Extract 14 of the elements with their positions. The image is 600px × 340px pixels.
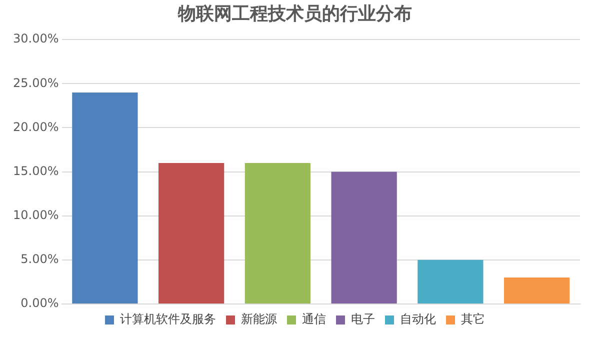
y-tick-label: 15.00% (12, 164, 59, 178)
legend-label: 电子 (351, 312, 375, 326)
y-tick-label: 30.00% (12, 32, 59, 46)
legend-label: 计算机软件及服务 (120, 312, 216, 326)
legend-label: 其它 (461, 312, 485, 326)
y-tick-label: 20.00% (12, 120, 59, 134)
legend-label: 通信 (302, 312, 326, 326)
chart-title: 物联网工程技术员的行业分布 (177, 3, 412, 24)
y-tick-label: 5.00% (20, 252, 59, 266)
y-tick-label: 0.00% (20, 296, 59, 310)
legend-label: 新能源 (241, 312, 277, 326)
legend-label: 自动化 (400, 312, 436, 326)
y-tick-label: 10.00% (12, 208, 59, 222)
y-tick-label: 25.00% (12, 76, 59, 90)
